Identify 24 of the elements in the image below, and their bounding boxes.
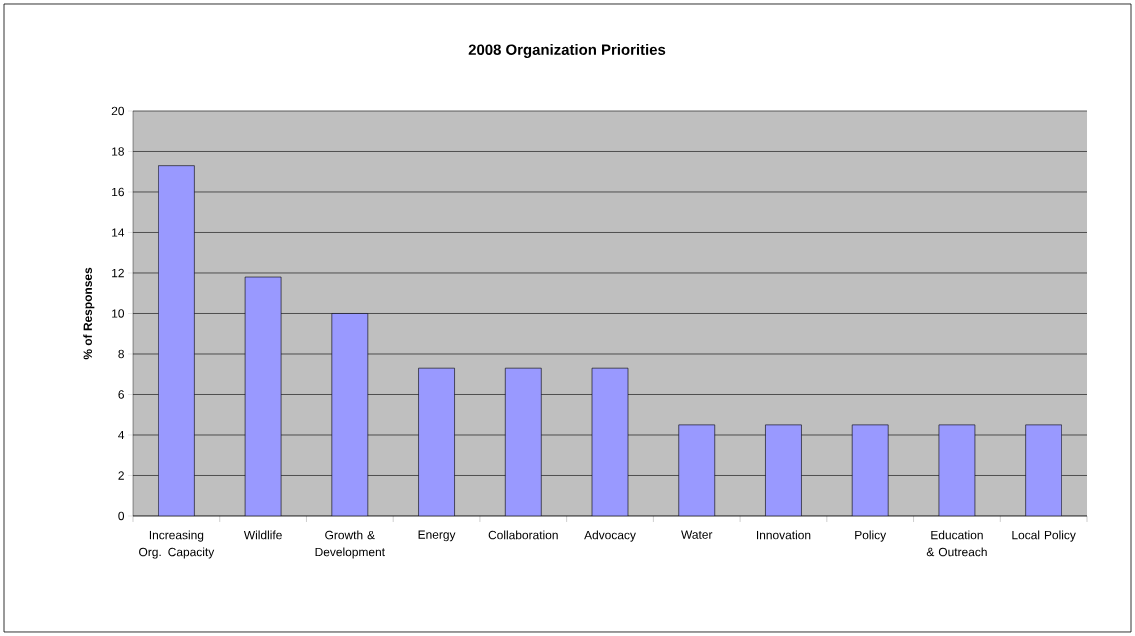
y-tick-label: 12 xyxy=(112,268,124,278)
x-tick-label: Water xyxy=(681,530,713,539)
y-tick-label: 0 xyxy=(118,511,125,521)
x-tick-label: Wildlife xyxy=(243,530,282,540)
x-tick-label: Policy xyxy=(855,530,887,542)
x-tick-label: Energy xyxy=(418,530,456,542)
x-tick-label: Local Policy xyxy=(1012,530,1076,542)
y-tick-label: 20 xyxy=(111,106,125,116)
y-tick-label: 2 xyxy=(118,471,124,480)
y-tick-label: 4 xyxy=(118,430,125,440)
x-tick-label: Growth & Development xyxy=(315,530,385,559)
x-tick-label: Education & Outreach xyxy=(926,530,987,557)
chart-title: 2008 Organization Priorities xyxy=(468,43,666,58)
y-tick-label: 14 xyxy=(112,228,125,237)
x-tick-label: Collaboration xyxy=(488,530,558,540)
y-axis-title: % of Responses xyxy=(83,267,95,360)
y-tick-label: 18 xyxy=(112,147,124,156)
y-tick-label: 10 xyxy=(112,309,125,318)
y-tick-label: 16 xyxy=(112,187,124,197)
y-tick-label: 6 xyxy=(118,390,124,399)
y-tick-label: 8 xyxy=(118,349,124,359)
x-tick-label: Advocacy xyxy=(584,530,636,542)
x-tick-label: Increasing Org. Capacity xyxy=(139,530,215,559)
x-tick-label: Innovation xyxy=(756,530,811,540)
